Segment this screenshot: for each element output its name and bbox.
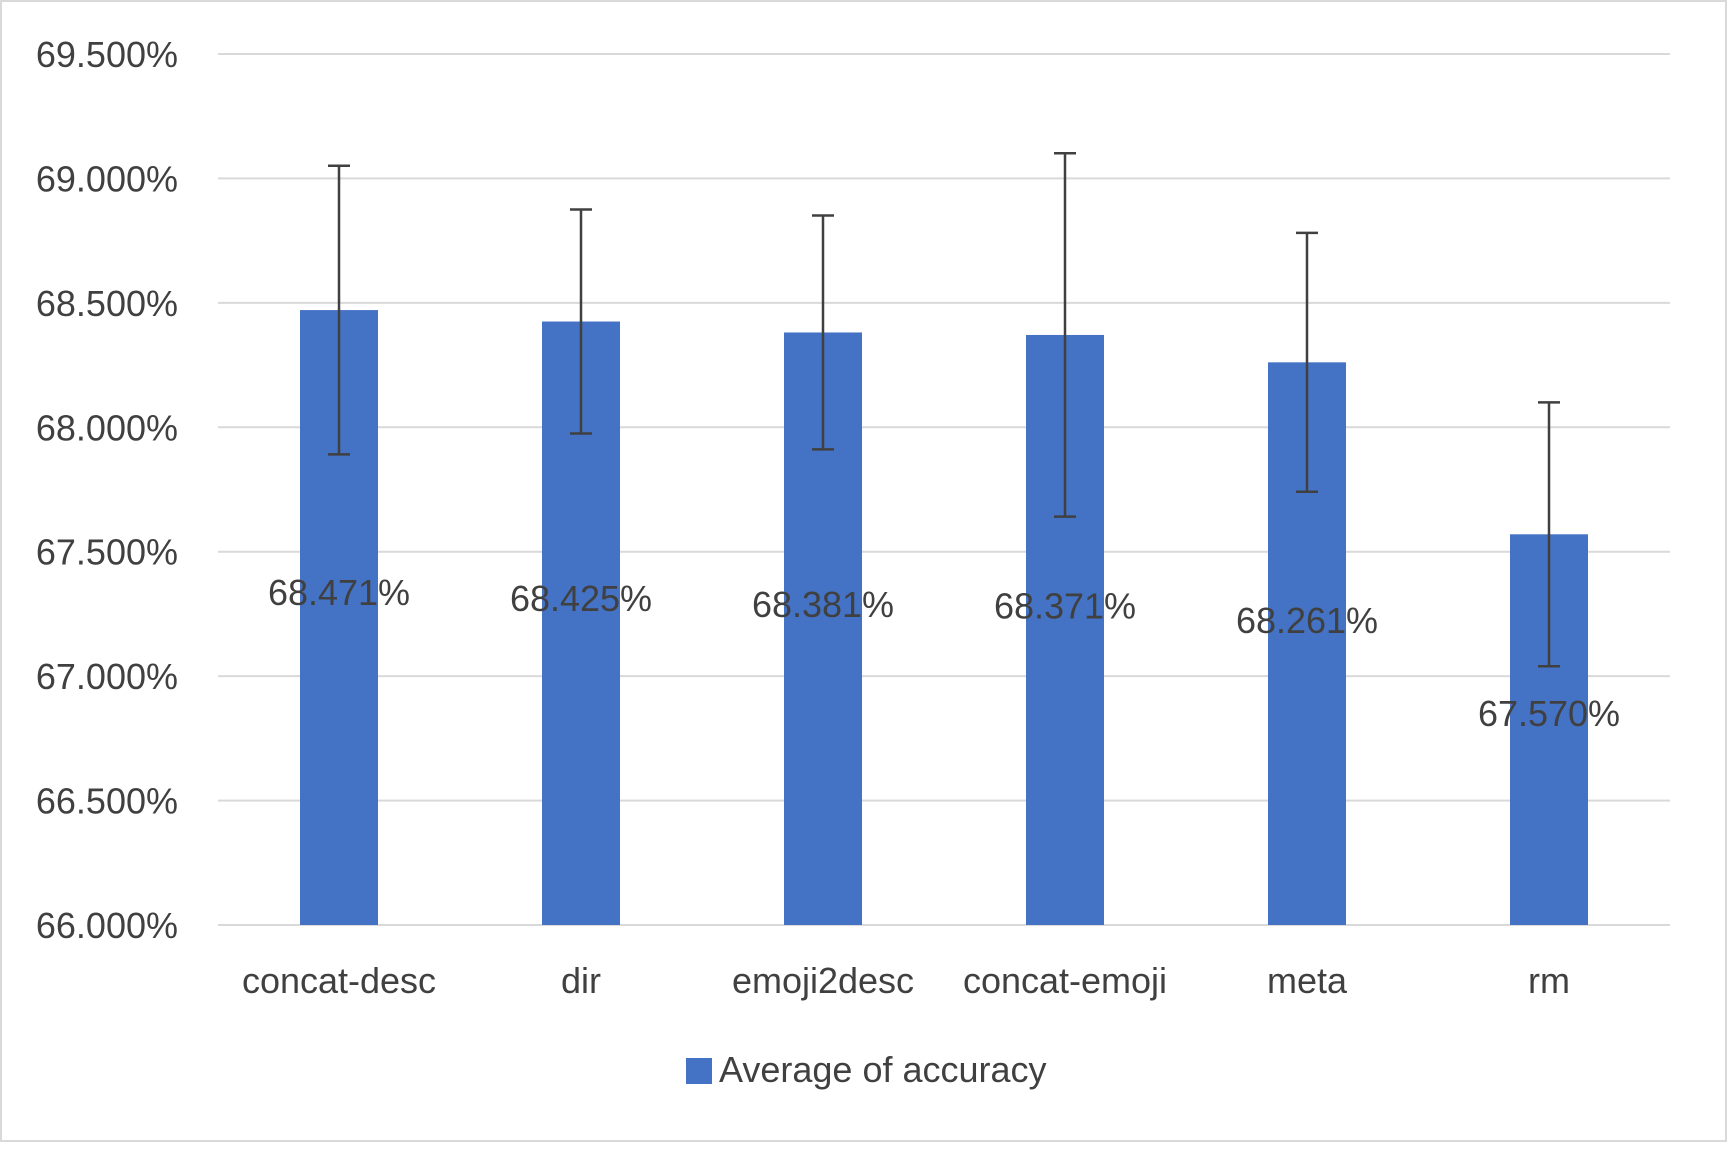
y-tick-label: 69.500% bbox=[36, 34, 178, 75]
y-tick-label: 67.000% bbox=[36, 656, 178, 697]
x-tick-label: concat-desc bbox=[242, 960, 436, 1001]
y-tick-label: 66.000% bbox=[36, 905, 178, 946]
y-tick-label: 68.500% bbox=[36, 283, 178, 324]
y-axis-tick-labels: 66.000% 66.500% 67.000% 67.500% 68.000% 68.50… bbox=[36, 34, 178, 946]
data-label: 68.371% bbox=[994, 585, 1136, 626]
x-tick-label: meta bbox=[1267, 960, 1348, 1001]
legend-label: Average of accuracy bbox=[719, 1049, 1047, 1090]
y-tick-label: 68.000% bbox=[36, 407, 178, 448]
y-tick-label: 66.500% bbox=[36, 781, 178, 822]
gridlines bbox=[218, 53, 1670, 926]
x-tick-label: concat-emoji bbox=[963, 960, 1167, 1001]
x-tick-label: rm bbox=[1528, 960, 1570, 1001]
data-label: 68.381% bbox=[752, 584, 894, 625]
data-label: 68.471% bbox=[268, 572, 410, 613]
data-label: 68.261% bbox=[1236, 600, 1378, 641]
data-label: 68.425% bbox=[510, 578, 652, 619]
error-bars bbox=[328, 152, 1560, 668]
y-tick-label: 69.000% bbox=[36, 158, 178, 199]
x-tick-label: emoji2desc bbox=[732, 960, 914, 1001]
data-labels: 68.471% 68.425% 68.381% 68.371% 68.261% 67.57… bbox=[268, 572, 1620, 734]
legend-swatch bbox=[686, 1058, 712, 1084]
data-label: 67.570% bbox=[1478, 693, 1620, 734]
y-tick-label: 67.500% bbox=[36, 532, 178, 573]
x-tick-label: dir bbox=[561, 960, 601, 1001]
legend: Average of accuracy bbox=[686, 1049, 1047, 1090]
x-axis-tick-labels: concat-desc dir emoji2desc concat-emoji meta… bbox=[242, 960, 1570, 1001]
